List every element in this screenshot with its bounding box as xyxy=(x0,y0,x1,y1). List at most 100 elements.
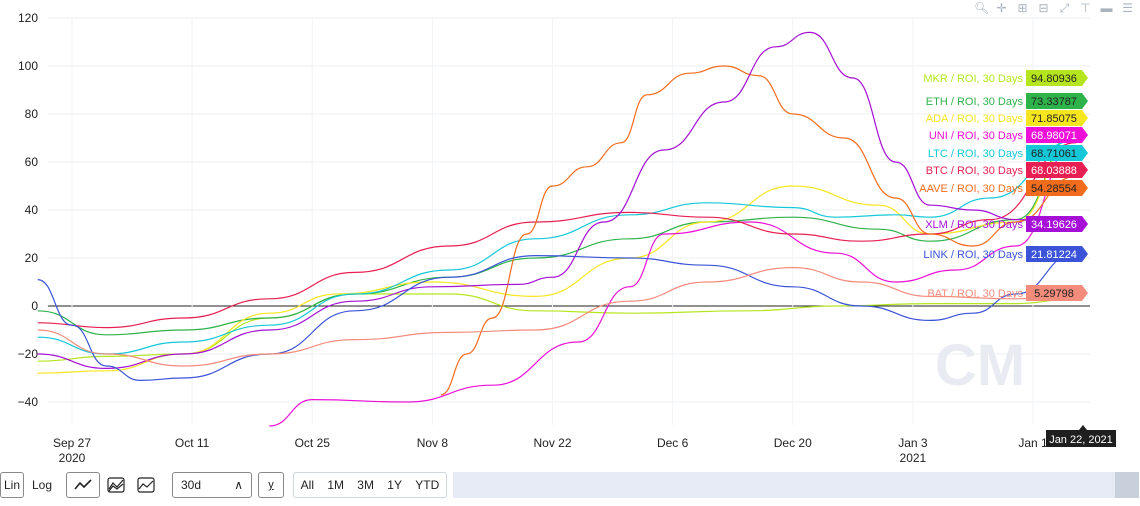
series-line xyxy=(37,142,1076,329)
series-value-label: 54.28554 xyxy=(1031,183,1077,195)
series-name-label: BAT / ROI, 30 Days xyxy=(927,288,1023,300)
x-tick-label: Sep 27 xyxy=(53,436,91,450)
series-line xyxy=(37,31,1076,370)
series-name-label: AAVE / ROI, 30 Days xyxy=(919,183,1023,195)
series-value-label: 94.80936 xyxy=(1031,73,1077,85)
x-tick-label: Jan 1 xyxy=(1018,436,1048,450)
y-tick-label: 60 xyxy=(25,155,39,169)
series-value-badge xyxy=(1026,162,1088,178)
series-line xyxy=(37,132,1076,374)
range-button-1m[interactable]: 1M xyxy=(327,478,344,492)
spike-lines-icon[interactable]: ⊤ xyxy=(1080,1,1091,15)
series-value-label: 71.85075 xyxy=(1031,113,1077,125)
series-line xyxy=(37,130,1076,336)
y-tick-label: 20 xyxy=(25,251,39,265)
range-button-1y[interactable]: 1Y xyxy=(387,478,402,492)
lin-scale-button[interactable]: Lin xyxy=(0,472,24,498)
autoscale-icon[interactable]: ⤢ xyxy=(1059,1,1070,15)
closest-hover-icon[interactable]: ☰ xyxy=(1122,1,1133,15)
series-value-badge xyxy=(1026,110,1088,126)
chevron-up-icon: ∧ xyxy=(234,478,243,492)
hover-date-label: Jan 22, 2021 xyxy=(1046,425,1116,447)
y-tick-label: 80 xyxy=(25,107,39,121)
cm-watermark: CM xyxy=(935,333,1025,398)
hover-date-text: Jan 22, 2021 xyxy=(1049,434,1113,446)
window-select[interactable]: 30d ∧ xyxy=(172,472,252,498)
pan-icon[interactable]: ✛ xyxy=(996,1,1007,15)
y-tick-label: 100 xyxy=(18,59,38,73)
series-line xyxy=(37,139,1076,355)
series-name-label: UNI / ROI, 30 Days xyxy=(929,130,1024,142)
lin-scale-label: Lin xyxy=(3,478,20,492)
series-value-label: 68.03888 xyxy=(1031,165,1077,177)
x-tick-label: Oct 11 xyxy=(175,436,210,450)
series-value-badge xyxy=(1026,145,1088,161)
series-value-label: 5.29798 xyxy=(1034,288,1074,300)
y-tick-label: 120 xyxy=(18,11,38,25)
y-tick-label: 40 xyxy=(25,203,39,217)
series-value-label: 73.33787 xyxy=(1031,96,1077,108)
series-name-label: ETH / ROI, 30 Days xyxy=(926,96,1024,108)
range-navigator[interactable] xyxy=(453,472,1139,498)
y-axis-button[interactable]: y xyxy=(258,472,284,498)
chart-toolbar: 🔍︎ ✛ ⊞ ⊟ ⤢ ⊤ ▬ ☰ xyxy=(974,2,1134,15)
series-value-badge xyxy=(1026,127,1088,143)
hover-date-pointer xyxy=(1079,425,1087,430)
area-chart-icon xyxy=(107,477,125,493)
series-value-badge xyxy=(1026,93,1088,109)
series-value-badge xyxy=(1026,180,1088,196)
series-line xyxy=(37,252,1076,382)
stacked-chart-type-button[interactable] xyxy=(134,472,158,498)
y-tick-label: −20 xyxy=(18,347,39,361)
series-name-label: MKR / ROI, 30 Days xyxy=(923,73,1023,85)
range-button-ytd[interactable]: YTD xyxy=(415,478,440,492)
range-button-3m[interactable]: 3M xyxy=(357,478,374,492)
series-value-badge xyxy=(1026,216,1088,232)
series-value-label: 21.81224 xyxy=(1031,249,1077,261)
range-buttons: All 1M 3M 1Y YTD xyxy=(294,473,446,497)
series-name-label: ADA / ROI, 30 Days xyxy=(926,113,1024,125)
x-tick-year-label: 2020 xyxy=(59,451,86,465)
stacked-chart-icon xyxy=(137,477,155,493)
x-tick-label: Oct 25 xyxy=(295,436,331,450)
area-chart-type-button[interactable] xyxy=(104,472,128,498)
range-selector: All 1M 3M 1Y YTD xyxy=(293,472,447,498)
series-value-label: 34.19626 xyxy=(1031,219,1077,231)
y-axis-icon: y xyxy=(268,479,274,491)
series-value-label: 68.71061 xyxy=(1031,148,1077,160)
series-end-labels: MKR / ROI, 30 Days 94.80936 ETH / ROI, 30 … xyxy=(919,70,1088,301)
series-name-label: BTC / ROI, 30 Days xyxy=(926,165,1024,177)
x-tick-year-label: 2021 xyxy=(900,451,927,465)
zoom-icon[interactable]: 🔍︎ xyxy=(974,1,990,15)
series-value-badge xyxy=(1026,285,1088,301)
x-tick-label: Nov 8 xyxy=(417,436,449,450)
window-select-value: 30d xyxy=(181,478,202,492)
x-tick-label: Dec 6 xyxy=(657,436,689,450)
range-button-all[interactable]: All xyxy=(300,478,314,492)
series-lines xyxy=(37,31,1076,427)
y-tick-label: −40 xyxy=(18,395,39,409)
log-scale-button[interactable]: Log xyxy=(28,472,56,498)
navigator-handle[interactable] xyxy=(1115,472,1139,498)
series-name-label: LTC / ROI, 30 Days xyxy=(928,148,1024,160)
x-tick-label: Nov 22 xyxy=(533,436,571,450)
series-name-label: XLM / ROI, 30 Days xyxy=(925,219,1023,231)
y-tick-label: 0 xyxy=(31,299,38,313)
x-tick-label: Dec 20 xyxy=(774,436,812,450)
chart-controls: Lin Log 30d ∧ y All 1M 3M 1Y YTD xyxy=(0,470,1140,506)
line-chart-icon xyxy=(74,479,92,490)
series-value-label: 68.98071 xyxy=(1031,130,1077,142)
line-chart-type-button[interactable] xyxy=(66,472,100,498)
series-name-label: LINK / ROI, 30 Days xyxy=(923,249,1023,261)
series-line xyxy=(269,139,1076,427)
x-tick-label: Jan 3 xyxy=(898,436,928,450)
hover-date-badge xyxy=(1046,430,1116,447)
log-scale-label: Log xyxy=(31,478,53,492)
watermark: CM xyxy=(935,333,1025,398)
zoom-out-icon[interactable]: ⊟ xyxy=(1038,1,1049,15)
zoom-in-icon[interactable]: ⊞ xyxy=(1017,1,1028,15)
series-line xyxy=(37,266,1076,367)
compare-hover-icon[interactable]: ▬ xyxy=(1100,1,1113,15)
